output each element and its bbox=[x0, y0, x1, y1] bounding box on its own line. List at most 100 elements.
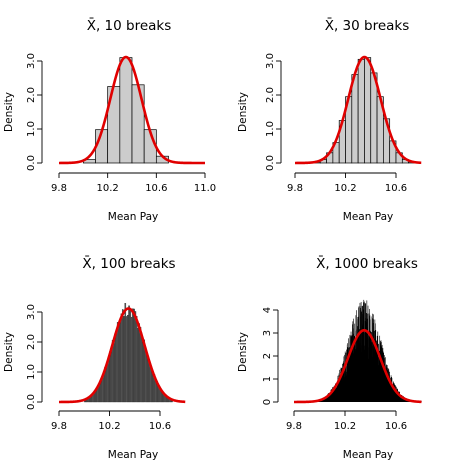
histogram-bars bbox=[313, 57, 416, 164]
histogram-bar bbox=[113, 343, 115, 403]
density-curve bbox=[58, 55, 206, 165]
histogram-bar bbox=[145, 352, 148, 403]
histogram-bar bbox=[388, 370, 390, 402]
y-axis: 0.0 1.0 2.0 3.0 bbox=[26, 53, 43, 171]
y-tick-label: 1.0 bbox=[26, 121, 37, 137]
histogram-bar bbox=[142, 341, 144, 403]
histogram-bars bbox=[82, 57, 169, 164]
y-tick-label: 2.0 bbox=[265, 87, 276, 103]
histogram-bars bbox=[306, 299, 422, 402]
density-curve bbox=[294, 55, 423, 165]
y-axis: 0.0 1.0 2.0 3.0 bbox=[265, 53, 282, 171]
histogram-bars bbox=[84, 303, 173, 403]
histogram-bar bbox=[123, 316, 125, 403]
x-axis-label: Mean Pay bbox=[108, 211, 158, 223]
x-tick-label: 10.2 bbox=[97, 183, 119, 194]
chart-title: X̄, 10 breaks bbox=[87, 17, 172, 34]
histogram-bar bbox=[125, 316, 128, 403]
histogram-bar bbox=[132, 308, 134, 403]
chart-title: X̄, 100 breaks bbox=[82, 255, 175, 272]
density-curve bbox=[293, 329, 423, 404]
chart-panel-30-breaks: X̄, 30 breaks 9.8 10.2 10.6 0.0 1.0 2.0 3.0 Me… bbox=[237, 17, 423, 223]
histogram-bar bbox=[351, 74, 359, 164]
histogram-bar bbox=[97, 385, 100, 403]
y-tick-label: 2.0 bbox=[26, 87, 37, 103]
histogram-bar bbox=[135, 315, 138, 403]
y-axis-label: Density bbox=[3, 92, 15, 132]
x-axis-label: Mean Pay bbox=[343, 211, 393, 223]
histogram-bar bbox=[148, 362, 151, 403]
x-axis: 9.8 10.2 10.6 bbox=[286, 410, 407, 432]
histogram-bar bbox=[128, 305, 130, 403]
x-tick-label: 10.2 bbox=[334, 421, 356, 432]
chart-panel-1000-breaks: X̄, 1000 breaks 9.8 10.2 10.6 0 1 2 3 4 Mean Pa… bbox=[237, 255, 423, 461]
histogram-bar bbox=[151, 369, 153, 403]
histogram-bar bbox=[120, 313, 123, 403]
histogram-bar bbox=[147, 356, 149, 403]
x-tick-label: 9.8 bbox=[286, 421, 302, 432]
x-tick-label: 10.6 bbox=[145, 183, 167, 194]
histogram-bar bbox=[370, 72, 378, 164]
y-axis-label: Density bbox=[237, 332, 249, 372]
histogram-bar bbox=[130, 317, 133, 403]
histogram-bar bbox=[119, 322, 122, 403]
x-axis: 9.8 10.2 10.6 bbox=[287, 172, 407, 194]
histogram-bar bbox=[137, 327, 139, 403]
histogram-bar bbox=[360, 301, 362, 402]
histogram-bar bbox=[344, 354, 345, 402]
y-tick-label: 0.0 bbox=[26, 155, 37, 171]
y-axis-label: Density bbox=[3, 332, 15, 372]
histogram-bar bbox=[110, 351, 113, 403]
density-curve bbox=[58, 307, 187, 404]
histogram-bar bbox=[119, 57, 133, 164]
y-tick-label: 3.0 bbox=[26, 304, 37, 320]
y-tick-label: 3.0 bbox=[26, 53, 37, 69]
x-tick-label: 9.8 bbox=[51, 183, 67, 194]
plot-area: 9.8 10.2 10.6 11.0 0.0 1.0 2.0 3.0 bbox=[26, 53, 216, 194]
histogram-bar bbox=[357, 58, 365, 164]
histogram-bar bbox=[108, 357, 110, 403]
histogram-bar bbox=[133, 308, 135, 403]
histogram-bar bbox=[103, 373, 105, 403]
histogram-bar bbox=[114, 333, 116, 403]
y-tick-label: 1 bbox=[262, 376, 273, 382]
x-tick-label: 10.2 bbox=[98, 421, 120, 432]
y-axis-label: Density bbox=[237, 92, 249, 132]
histogram-bar bbox=[139, 327, 142, 403]
x-tick-label: 10.6 bbox=[385, 183, 407, 194]
x-tick-label: 10.2 bbox=[334, 183, 356, 194]
histogram-bar bbox=[134, 311, 137, 403]
plot-area: 9.8 10.2 10.6 0 1 2 3 4 bbox=[262, 299, 423, 432]
x-axis: 9.8 10.2 10.6 11.0 bbox=[51, 172, 216, 194]
y-tick-label: 1.0 bbox=[265, 121, 276, 137]
plot-area: 9.8 10.2 10.6 0.0 1.0 2.0 3.0 bbox=[265, 53, 423, 194]
y-tick-label: 3 bbox=[262, 330, 273, 336]
x-tick-label: 9.8 bbox=[287, 183, 303, 194]
histogram-bar bbox=[131, 84, 145, 164]
y-axis: 0.0 1.0 2.0 3.0 bbox=[26, 304, 43, 410]
y-tick-label: 1.0 bbox=[26, 364, 37, 380]
chart-title: X̄, 1000 breaks bbox=[316, 255, 418, 272]
y-tick-label: 2.0 bbox=[26, 334, 37, 350]
histogram-bar bbox=[152, 374, 154, 403]
chart-title: X̄, 30 breaks bbox=[325, 17, 410, 34]
x-axis: 9.8 10.2 10.6 bbox=[51, 410, 171, 432]
y-tick-label: 3.0 bbox=[265, 53, 276, 69]
x-tick-label: 9.8 bbox=[51, 421, 67, 432]
y-tick-label: 4 bbox=[262, 307, 273, 313]
x-tick-label: 11.0 bbox=[194, 183, 216, 194]
histogram-bar bbox=[116, 322, 119, 403]
chart-panel-100-breaks: X̄, 100 breaks 9.8 10.2 10.6 0.0 1.0 2.0 3.0 M… bbox=[3, 255, 187, 461]
histogram-bar bbox=[138, 323, 140, 403]
histogram-bar bbox=[115, 333, 118, 403]
histogram-bar bbox=[144, 349, 147, 403]
histogram-bar bbox=[127, 314, 129, 403]
histogram-bar bbox=[129, 308, 132, 403]
histogram-bar bbox=[106, 364, 109, 403]
histogram-bar bbox=[367, 305, 369, 402]
chart-panel-10-breaks: X̄, 10 breaks 9.8 10.2 10.6 11.0 0.0 1.0 2.0 3.… bbox=[3, 17, 216, 223]
histogram-bar bbox=[124, 303, 127, 403]
plot-area: 9.8 10.2 10.6 0.0 1.0 2.0 3.0 bbox=[26, 303, 187, 432]
histogram-bar bbox=[140, 332, 143, 403]
